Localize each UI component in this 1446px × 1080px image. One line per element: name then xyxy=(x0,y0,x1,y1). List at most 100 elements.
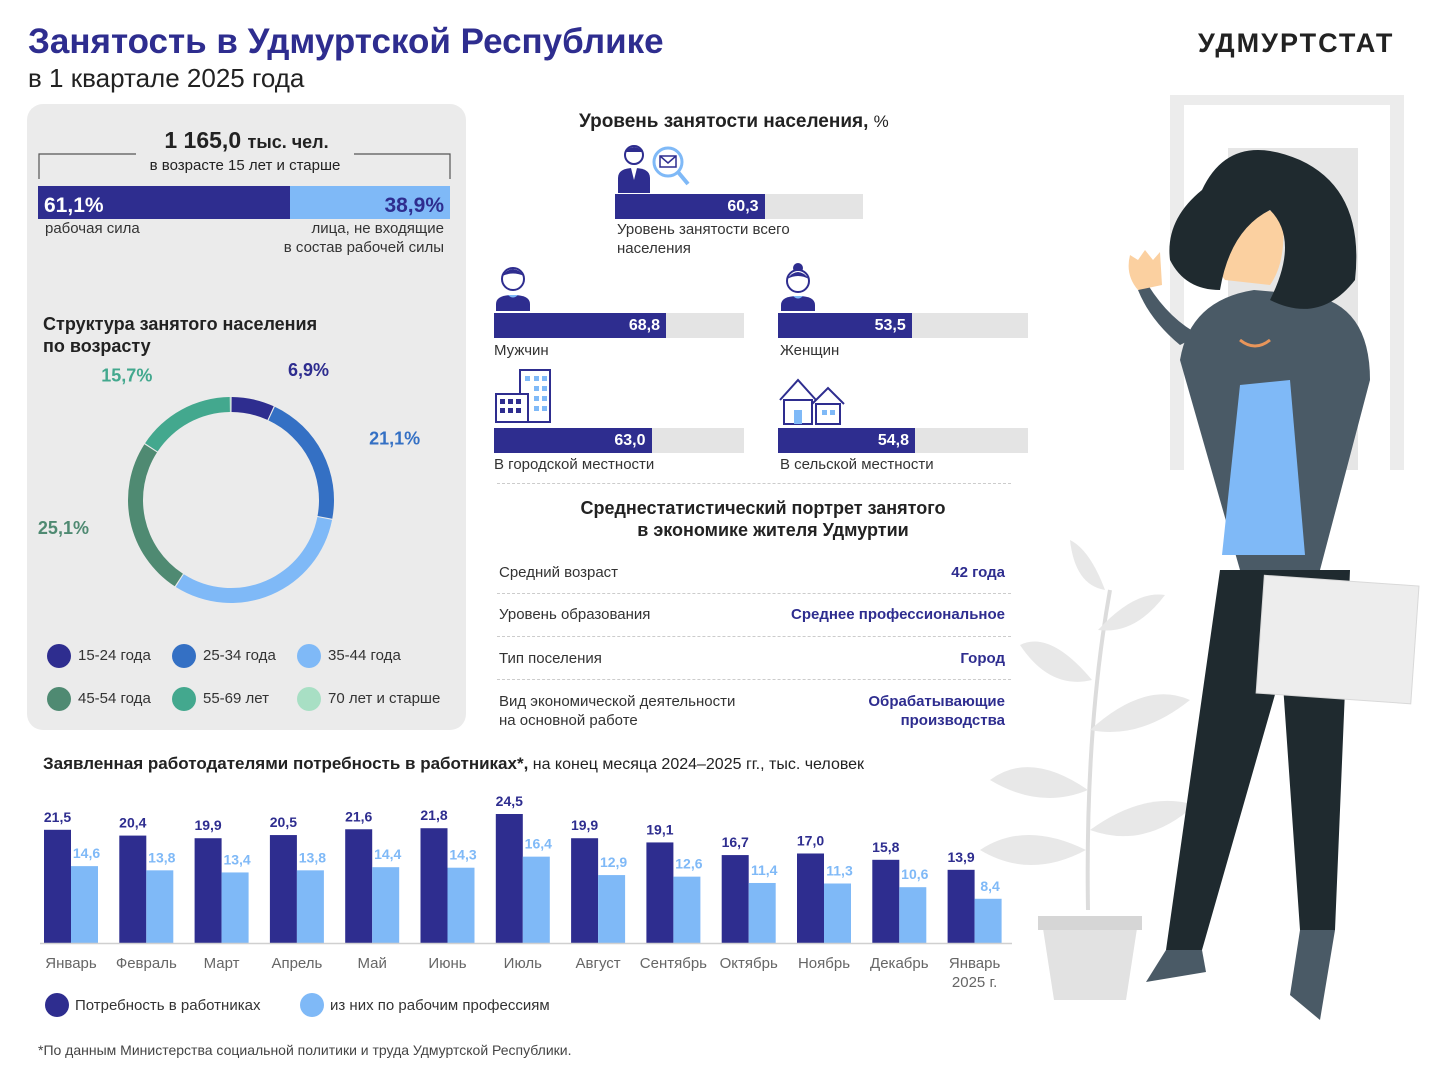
employment-men-bar-fill: 68,8 xyxy=(494,313,666,338)
employment-urban-bar: 63,0 xyxy=(494,428,744,453)
bar-workers-value-label: 11,4 xyxy=(751,862,778,878)
bar-workers-value-label: 14,6 xyxy=(73,845,100,861)
donut-legend-label: 45-54 года xyxy=(78,690,151,707)
bar-workers xyxy=(221,872,249,943)
donut-legend-label: 35-44 года xyxy=(328,647,401,664)
x-axis-tick-label: Январь xyxy=(45,955,97,972)
bar-total xyxy=(495,814,523,943)
portrait-row-value-activity-2: производства xyxy=(900,712,1005,729)
x-axis-tick-label: Май xyxy=(358,955,387,972)
x-axis-tick-label: Сентябрь xyxy=(640,955,707,972)
bar-total-value-label: 21,6 xyxy=(345,808,372,824)
vacancies-bar-chart: 21,5 14,6 Январь 20,4 13,8 Февраль 19,9 13,4 Мар… xyxy=(40,793,1012,991)
x-axis-tick-label: Январь xyxy=(949,955,1001,972)
donut-legend-swatch xyxy=(297,687,321,711)
portrait-row-divider xyxy=(497,679,1011,680)
donut-legend-label: 25-34 года xyxy=(203,647,276,664)
employment-level-unit: % xyxy=(873,112,889,131)
portrait-row-label-age: Средний возраст xyxy=(499,564,619,581)
donut-value-label-3: 25,1% xyxy=(38,518,89,538)
udmurtstat-logo: УДМУРТСТАТ xyxy=(1198,28,1395,58)
portrait-row-value-education: Среднее профессиональное xyxy=(790,606,1005,623)
bar-total xyxy=(571,838,599,943)
page-subtitle: в 1 квартале 2025 года xyxy=(28,63,305,93)
man-icon xyxy=(496,267,530,311)
bar-total-value-label: 19,1 xyxy=(646,821,673,837)
city-buildings-icon xyxy=(495,369,551,423)
bar-total-value-label: 24,5 xyxy=(496,793,523,809)
not-labor-label-2: в состав рабочей силы xyxy=(283,239,444,256)
page-title: Занятость в Удмуртской Республике xyxy=(28,22,664,61)
bar-total xyxy=(345,829,373,943)
donut-value-label-4: 15,7% xyxy=(101,365,152,385)
donut-slice-1 xyxy=(268,406,334,519)
vacancies-title-bold: Заявленная работодателями потребность в … xyxy=(43,754,529,773)
employment-rural-bar-fill: 54,8 xyxy=(778,428,915,453)
legend-total-swatch xyxy=(45,993,69,1017)
bar-total-value-label: 17,0 xyxy=(797,832,824,848)
bar-workers xyxy=(899,887,927,943)
x-axis-tick-label: Октябрь xyxy=(720,955,778,972)
population-age-note: в возрасте 15 лет и старше xyxy=(149,157,341,174)
donut-slice-0 xyxy=(231,397,274,420)
employment-rural-label: В сельской местности xyxy=(780,456,934,473)
bar-workers-value-label: 13,8 xyxy=(299,849,326,865)
legend-workers-swatch xyxy=(300,993,324,1017)
portrait-row-label-settlement: Тип поселения xyxy=(499,650,602,667)
woman-icon xyxy=(781,263,815,311)
bar-workers xyxy=(71,866,98,943)
legend-workers-label: из них по рабочим профессиям xyxy=(330,997,550,1014)
bar-workers xyxy=(447,867,475,943)
employment-total-label-1: Уровень занятости всего xyxy=(617,221,790,238)
bar-total-value-label: 16,7 xyxy=(722,834,749,850)
donut-legend-swatch xyxy=(172,687,196,711)
x-axis-tick-label: Апрель xyxy=(271,955,322,972)
footnote: *По данным Министерства социальной полит… xyxy=(38,1042,572,1058)
donut-value-label-0: 6,9% xyxy=(288,360,329,380)
age-donut-chart: 6,9%21,1%31,1%25,1%15,7%0,1% xyxy=(38,360,420,603)
donut-legend-swatch xyxy=(47,644,71,668)
bar-total xyxy=(872,859,900,943)
bar-total xyxy=(269,835,297,943)
portrait-row-value-settlement: Город xyxy=(960,650,1005,667)
portrait-row-divider xyxy=(497,636,1011,637)
bar-workers-value-label: 8,4 xyxy=(980,878,1000,894)
village-houses-icon xyxy=(779,378,845,425)
bar-workers-value-label: 13,4 xyxy=(223,851,250,867)
bar-total-value-label: 20,5 xyxy=(270,814,297,830)
bar-workers xyxy=(522,856,550,943)
x-axis-tick-label: Декабрь xyxy=(870,955,929,972)
not-labor-label-1: лица, не входящие xyxy=(311,220,444,237)
labor-force-label: рабочая сила xyxy=(45,220,140,237)
x-axis-tick-label-year: 2025 г. xyxy=(952,974,997,991)
bar-total xyxy=(44,829,71,943)
portrait-row-label-education: Уровень образования xyxy=(499,606,651,623)
employment-level-title: Уровень занятости населения, % xyxy=(579,111,889,133)
employment-men-bar: 68,8 xyxy=(494,313,744,338)
portrait-title-2: в экономике жителя Удмуртии xyxy=(637,520,909,540)
portrait-row-value-age: 42 года xyxy=(951,564,1005,581)
bar-workers xyxy=(372,867,400,943)
bar-workers-value-label: 13,8 xyxy=(148,849,175,865)
bar-workers-value-label: 14,4 xyxy=(374,846,401,862)
bar-total-value-label: 20,4 xyxy=(119,815,146,831)
section-divider xyxy=(497,483,1011,484)
employment-total-label-2: населения xyxy=(617,240,691,257)
employment-total-bar: 60,3 xyxy=(615,194,863,219)
employment-urban-label: В городской местности xyxy=(494,456,655,473)
vacancies-title: Заявленная работодателями потребность в … xyxy=(43,754,864,774)
portrait-row-label-activity-2: на основной работе xyxy=(499,712,638,729)
vacancies-title-rest: на конец месяца 2024–2025 гг., тыс. чело… xyxy=(528,756,865,773)
bar-total xyxy=(420,828,448,943)
donut-legend-swatch xyxy=(297,644,321,668)
portrait-row-divider xyxy=(497,593,1011,594)
age-structure-title-1: Структура занятого населения xyxy=(43,314,318,334)
employment-level-title-text: Уровень занятости населения, xyxy=(579,111,869,132)
bar-total-value-label: 19,9 xyxy=(571,817,598,833)
labor-force-pct: 61,1% xyxy=(44,194,104,217)
employment-women-bar: 53,5 xyxy=(778,313,1028,338)
bar-total-value-label: 15,8 xyxy=(872,839,899,855)
x-axis-tick-label: Август xyxy=(576,955,621,972)
bar-workers-value-label: 12,6 xyxy=(675,856,702,872)
population-total-unit: тыс. чел. xyxy=(247,132,329,152)
